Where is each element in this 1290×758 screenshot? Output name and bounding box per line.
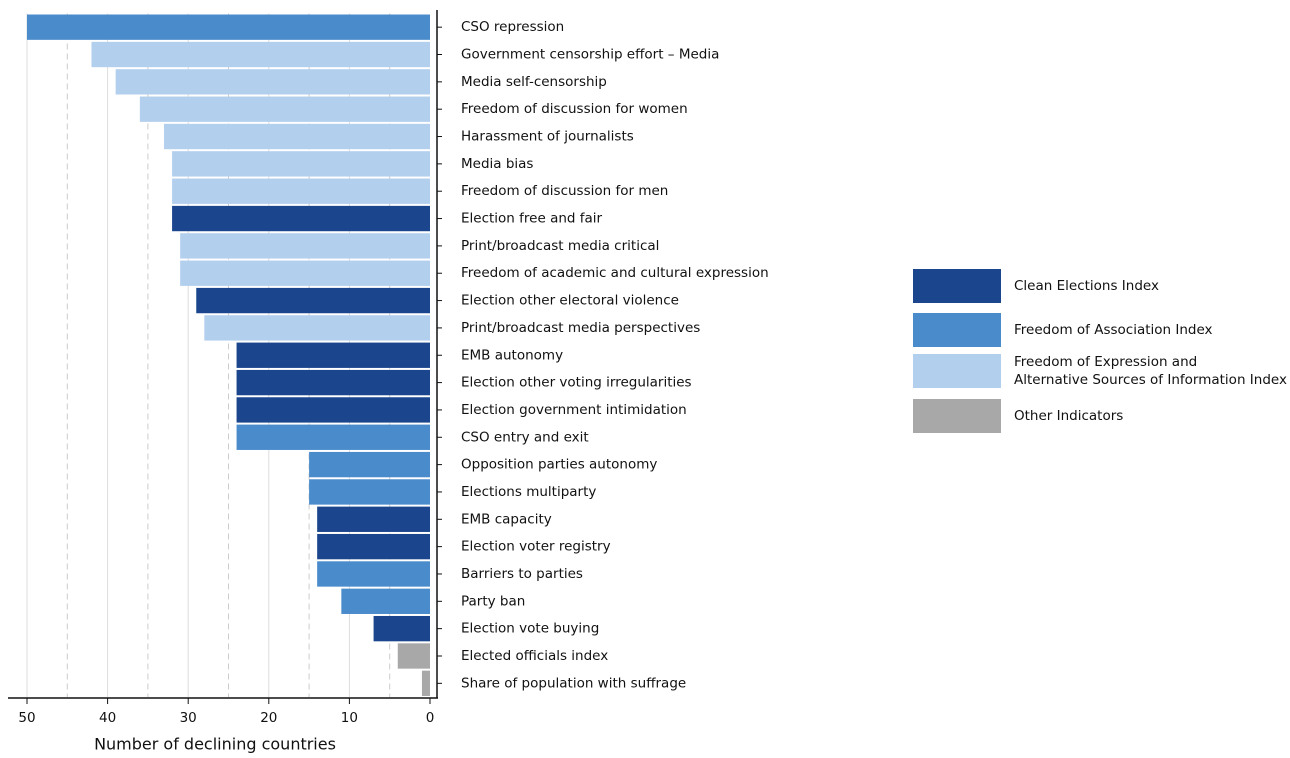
bar <box>236 397 430 423</box>
legend-swatch <box>913 313 1001 347</box>
bar <box>236 369 430 396</box>
bar <box>164 123 430 150</box>
y-tick-label: Media bias <box>461 156 533 172</box>
legend-label: Other Indicators <box>1014 408 1124 424</box>
y-tick-label: Print/broadcast media critical <box>461 238 659 254</box>
legend-swatch <box>913 399 1001 433</box>
y-tick-label: Election other electoral violence <box>461 293 679 309</box>
x-tick-label: 40 <box>99 710 116 726</box>
y-tick-label: Election government intimidation <box>461 402 687 418</box>
y-tick-label: Election vote buying <box>461 621 599 637</box>
x-tick-label: 10 <box>341 710 358 726</box>
y-tick-label: Election free and fair <box>461 211 603 227</box>
y-tick-label: EMB capacity <box>461 511 552 527</box>
y-tick-label: Election voter registry <box>461 539 611 555</box>
y-tick-label: Elected officials index <box>461 648 608 664</box>
bar <box>236 342 430 368</box>
bar <box>172 205 430 232</box>
y-tick-label: Media self-censorship <box>461 74 607 90</box>
y-tick-label: Harassment of journalists <box>461 129 634 145</box>
y-tick-label: Print/broadcast media perspectives <box>461 320 700 336</box>
y-tick-label: Freedom of discussion for men <box>461 183 668 199</box>
y-tick-label: CSO entry and exit <box>461 429 589 445</box>
y-tick-label: Elections multiparty <box>461 484 596 500</box>
legend-swatch <box>913 269 1001 303</box>
y-tick-label: Share of population with suffrage <box>461 675 686 691</box>
x-tick-label: 20 <box>260 710 277 726</box>
y-tick-label: Party ban <box>461 593 525 609</box>
x-tick-label: 50 <box>18 710 35 726</box>
bar <box>115 69 430 95</box>
bar <box>341 588 430 614</box>
y-tick-label: EMB autonomy <box>461 347 563 363</box>
legend-label: Freedom of Association Index <box>1014 322 1213 338</box>
bar <box>180 260 430 286</box>
bar <box>172 178 430 204</box>
bar <box>180 233 430 259</box>
bar <box>309 479 430 505</box>
y-tick-label: Opposition parties autonomy <box>461 457 657 473</box>
bar <box>236 424 430 450</box>
y-tick-label: Freedom of academic and cultural express… <box>461 265 769 281</box>
bar <box>172 151 430 177</box>
bar <box>196 287 430 314</box>
legend-swatch <box>913 354 1001 388</box>
bar <box>317 506 430 532</box>
bar <box>139 96 430 122</box>
x-tick-label: 0 <box>426 710 435 726</box>
y-tick-label: Government censorship effort – Media <box>461 47 719 63</box>
legend-label: Clean Elections Index <box>1014 278 1159 294</box>
y-tick-label: Freedom of discussion for women <box>461 101 688 117</box>
legend-label: Freedom of Expression and Alternative So… <box>1014 354 1287 388</box>
bar <box>373 615 430 642</box>
y-tick-label: Election other voting irregularities <box>461 375 692 391</box>
x-tick-label: 30 <box>180 710 197 726</box>
x-axis-label: Number of declining countries <box>94 735 336 754</box>
bar <box>91 41 430 68</box>
bar <box>397 643 430 669</box>
y-tick-label: CSO repression <box>461 19 564 35</box>
bar <box>421 670 430 696</box>
bar <box>309 451 430 478</box>
bar <box>317 533 430 560</box>
bar <box>317 561 430 587</box>
bar <box>204 315 430 341</box>
bar <box>27 14 430 40</box>
y-tick-label: Barriers to parties <box>461 566 583 582</box>
